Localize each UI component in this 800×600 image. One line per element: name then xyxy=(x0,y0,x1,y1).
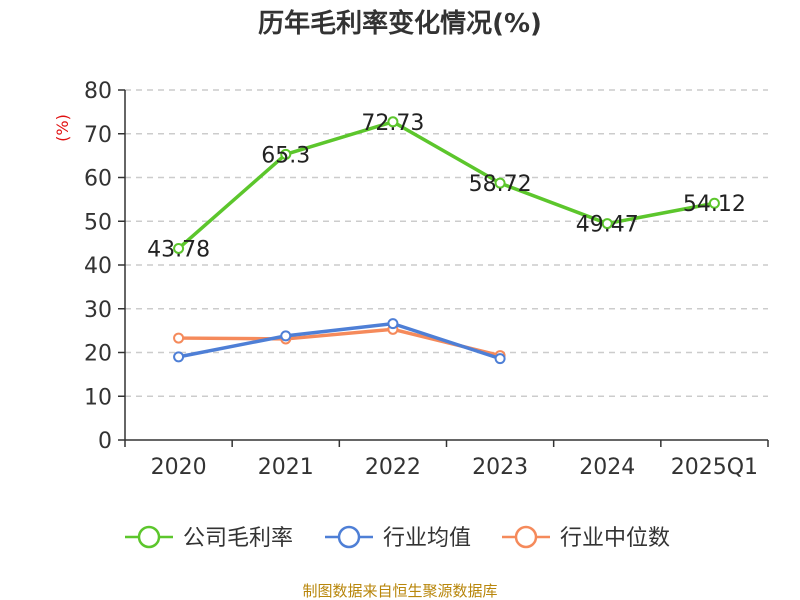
chart-title: 历年毛利率变化情况(%) xyxy=(258,8,542,39)
legend-label: 行业中位数 xyxy=(560,526,670,551)
series xyxy=(173,116,720,365)
data-point xyxy=(387,116,399,128)
data-label: 43.78 xyxy=(147,237,210,262)
axes: 0 10 20 30 40 50 60 70 80 2020 2021 2022 2023 2024 202… xyxy=(84,79,769,480)
source-note: 制图数据来自恒生聚源数据库 xyxy=(302,582,497,600)
y-tick-label: 30 xyxy=(84,298,112,323)
data-point xyxy=(173,332,185,344)
legend-label: 行业均值 xyxy=(383,526,471,551)
data-point xyxy=(280,330,292,342)
y-tick-label: 0 xyxy=(98,429,112,454)
y-tick-label: 20 xyxy=(84,342,112,367)
x-tick-label: 2021 xyxy=(258,455,314,480)
data-point xyxy=(601,218,613,230)
legend-marker xyxy=(137,525,161,549)
y-axis-unit: (%) xyxy=(53,114,72,142)
data-label: 72.73 xyxy=(361,111,424,136)
x-tick-label: 2023 xyxy=(472,455,528,480)
series-line xyxy=(176,120,717,251)
grid-lines xyxy=(125,89,768,397)
y-tick-label: 60 xyxy=(84,167,112,192)
data-point xyxy=(280,148,292,160)
data-label: 65.3 xyxy=(261,143,310,168)
data-label: 49.47 xyxy=(576,213,639,238)
data-point xyxy=(173,351,185,363)
x-tick-label: 2024 xyxy=(579,455,635,480)
x-tick-label: 2025Q1 xyxy=(671,455,758,480)
data-label: 54.12 xyxy=(683,192,746,217)
legend: 公司毛利率 行业均值 行业中位数 xyxy=(125,525,670,551)
y-tick-label: 80 xyxy=(84,79,112,104)
data-label: 58.72 xyxy=(469,172,532,197)
y-tick-label: 40 xyxy=(84,254,112,279)
data-labels: 43.78 65.3 72.73 58.72 49.47 54.12 xyxy=(147,111,746,263)
data-point xyxy=(494,177,506,189)
x-tick-label: 2022 xyxy=(365,455,421,480)
legend-marker xyxy=(337,525,361,549)
y-tick-label: 10 xyxy=(84,385,112,410)
y-tick-label: 50 xyxy=(84,210,112,235)
data-point xyxy=(494,353,506,365)
data-point xyxy=(173,242,185,254)
y-tick-label: 70 xyxy=(84,123,112,148)
data-point xyxy=(708,197,720,209)
legend-marker xyxy=(514,525,538,549)
data-point xyxy=(387,318,399,330)
legend-label: 公司毛利率 xyxy=(183,526,293,551)
series-line xyxy=(176,321,502,361)
x-tick-label: 2020 xyxy=(151,455,207,480)
